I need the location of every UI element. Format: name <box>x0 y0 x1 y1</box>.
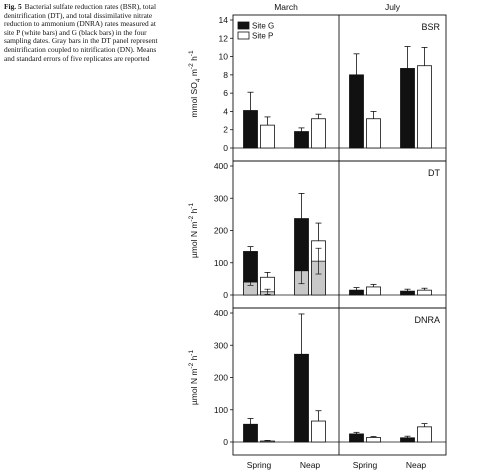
y-axis-label-part: µmol N m <box>189 369 199 406</box>
bar-bsr-march-neap-site-g <box>294 131 309 149</box>
y-tick-label: 200 <box>214 226 228 236</box>
figure-label: Fig. 5 <box>4 2 22 11</box>
bar-bsr-july-spring-site-p <box>366 118 381 149</box>
y-axis-label-part: h <box>189 208 199 215</box>
bar-dt-july-neap-site-g <box>400 290 415 296</box>
y-axis-label-part: -1 <box>188 203 195 209</box>
legend-label-site-p: Site P <box>252 32 273 41</box>
x-tick-label-neap: Neap <box>406 460 427 470</box>
y-tick-label: 12 <box>219 33 229 43</box>
figure-caption: Fig. 5 Bacterial sulfate reduction rates … <box>4 2 164 63</box>
bar-dnra-march-neap-site-p <box>311 420 326 443</box>
bar-dnra-march-neap-site-g <box>294 353 309 443</box>
y-tick-label: 14 <box>219 15 229 25</box>
y-tick-label: 400 <box>214 161 228 171</box>
y-tick-label: 0 <box>223 143 228 153</box>
legend-swatch-site-g <box>237 21 250 30</box>
legend-label-site-g: Site G <box>252 22 274 31</box>
y-tick-label: 100 <box>214 258 228 268</box>
legend-swatch-site-p <box>237 31 250 40</box>
bar-dt-july-spring-site-p <box>366 286 381 296</box>
panel-title-dt: DT <box>428 168 440 178</box>
y-tick-label: 6 <box>223 88 228 98</box>
bar-bsr-march-spring-site-p <box>260 124 275 149</box>
bar-dnra-july-spring-site-p <box>366 437 381 443</box>
bar-bsr-july-spring-site-g <box>349 74 364 149</box>
bar-bsr-july-neap-site-p <box>417 65 432 149</box>
y-axis-label: mmol SO4 m-2 h-1 <box>188 50 202 118</box>
y-tick-label: 2 <box>223 125 228 135</box>
y-axis-label-part: -2 <box>188 362 195 368</box>
panel-title-dnra: DNRA <box>414 315 440 325</box>
y-tick-label: 300 <box>214 340 228 350</box>
y-axis-label-part: µmol N m <box>189 222 199 259</box>
y-axis-label-part: -1 <box>188 350 195 356</box>
y-tick-label: 400 <box>214 308 228 318</box>
y-tick-label: 200 <box>214 373 228 383</box>
y-axis-label-part: -1 <box>188 50 195 56</box>
bar-dnra-march-spring-site-g <box>243 423 258 443</box>
y-tick-label: 10 <box>219 52 229 62</box>
y-axis-label-part: m <box>189 69 199 78</box>
y-tick-label: 0 <box>223 437 228 447</box>
x-tick-label-spring: Spring <box>247 460 272 470</box>
y-tick-label: 0 <box>223 290 228 300</box>
bar-dnra-july-neap-site-p <box>417 426 432 443</box>
y-tick-label: 4 <box>223 106 228 116</box>
bar-dnra-july-spring-site-g <box>349 433 364 443</box>
y-tick-label: 8 <box>223 70 228 80</box>
plot-frame <box>232 14 447 456</box>
y-tick-label: 300 <box>214 193 228 203</box>
bar-bsr-march-neap-site-p <box>311 118 326 149</box>
x-tick-label-spring: Spring <box>353 460 378 470</box>
y-axis-label-part: mmol SO <box>189 82 199 118</box>
panel-title-bsr: BSR <box>421 22 440 32</box>
bar-bsr-march-spring-site-g <box>243 110 258 149</box>
caption-text: Bacterial sulfate reduction rates (BSR),… <box>4 2 158 63</box>
column-header-march: March <box>274 2 298 12</box>
bar-dnra-march-spring-site-p <box>260 440 275 443</box>
y-axis-label-part: h <box>189 355 199 362</box>
x-tick-label-neap: Neap <box>300 460 321 470</box>
bar-bsr-july-neap-site-g <box>400 68 415 149</box>
y-axis-label-part: h <box>189 56 199 63</box>
y-axis-label: µmol N m-2 h-1 <box>188 350 199 406</box>
column-header-july: July <box>385 2 401 12</box>
y-axis-label-part: -2 <box>188 63 195 69</box>
bar-dt-july-neap-site-p <box>417 289 432 296</box>
y-tick-label: 100 <box>214 405 228 415</box>
y-axis-label-part: -2 <box>188 215 195 221</box>
bar-dnra-july-neap-site-g <box>400 437 415 443</box>
y-axis-label: µmol N m-2 h-1 <box>188 203 199 259</box>
y-axis-label-part: 4 <box>195 78 202 82</box>
bar-dt-july-spring-site-g <box>349 289 364 296</box>
